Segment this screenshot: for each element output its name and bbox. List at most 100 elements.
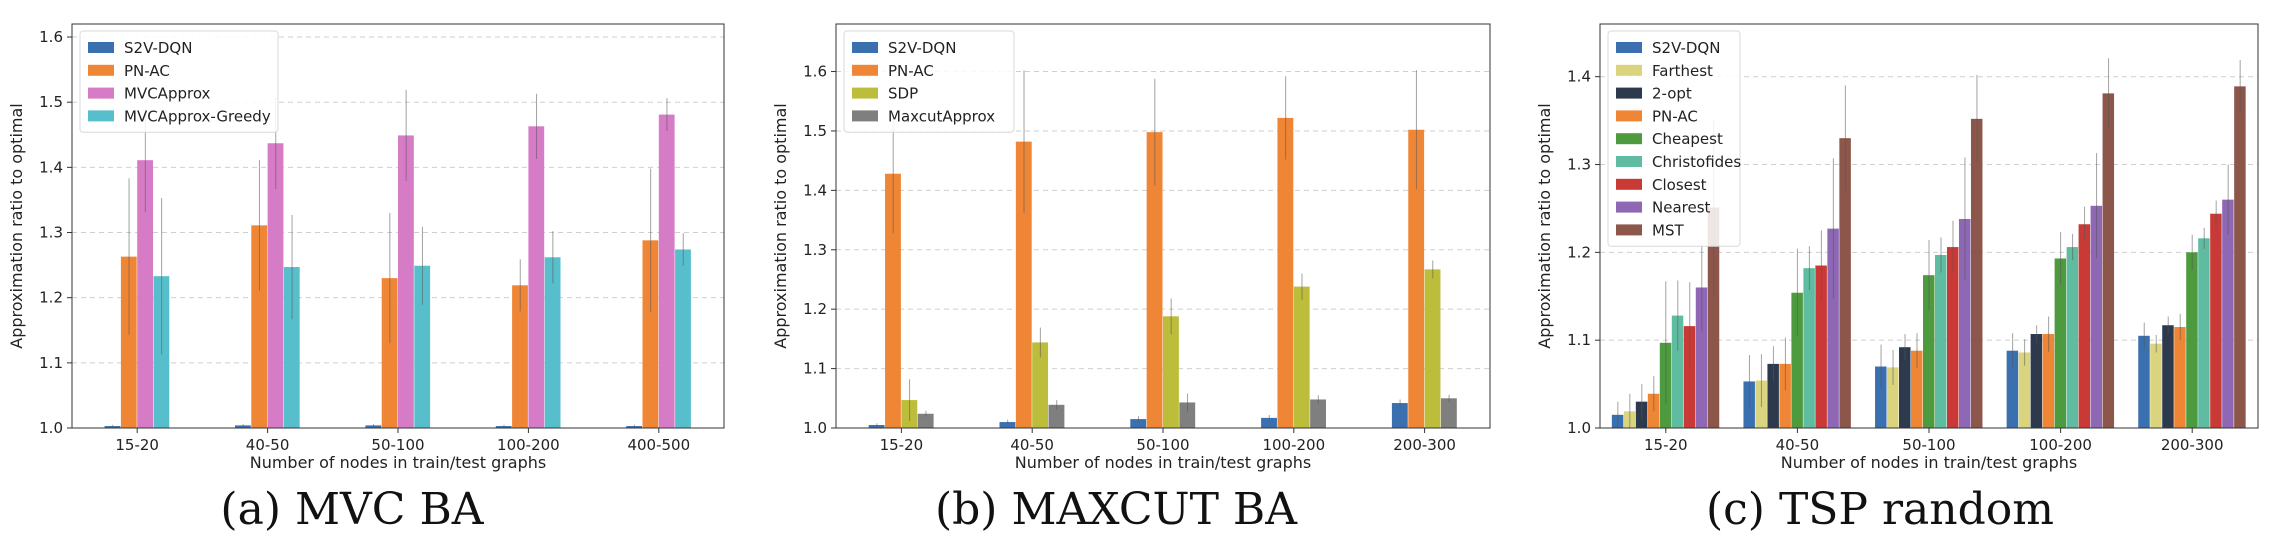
chart-panel-1: 1.0 1.1 1.2 1.3 1.4 1.5 1.6 15-20 40-50 50-100 100… xyxy=(771,23,1491,535)
bar-nearest xyxy=(2090,205,2103,428)
chart-caption: (a) MVC BA xyxy=(220,484,484,535)
x-tick-label: 100-200 xyxy=(497,436,560,454)
legend-swatch xyxy=(852,110,878,122)
bar-closest xyxy=(2078,224,2091,428)
y-tick-label: 1.2 xyxy=(803,300,827,318)
bar-sdp xyxy=(1032,342,1049,428)
bar-maxcutapprox xyxy=(1048,404,1065,428)
legend-swatch xyxy=(1616,178,1642,190)
legend-box xyxy=(843,30,1015,133)
bar-pn-ac xyxy=(1779,363,1791,428)
legend-label: MaxcutApprox xyxy=(888,107,995,125)
bar-2-opt xyxy=(1767,363,1779,428)
bar-pn-ac xyxy=(642,240,659,428)
y-tick-label: 1.3 xyxy=(39,224,63,242)
legend-label: S2V-DQN xyxy=(1652,39,1720,57)
bar-maxcutapprox xyxy=(1310,399,1326,428)
y-tick-label: 1.6 xyxy=(803,63,827,81)
y-tick-label: 1.3 xyxy=(803,241,827,259)
bar-pn-ac xyxy=(1277,117,1294,428)
bar-s2v-dqn xyxy=(1261,417,1277,428)
x-tick-label: 15-20 xyxy=(880,436,924,454)
legend-swatch xyxy=(1616,42,1642,53)
y-tick-label: 1.3 xyxy=(1567,156,1591,174)
bar-pn-ac xyxy=(2174,327,2186,428)
legend-swatch xyxy=(88,110,114,122)
y-tick-label: 1.0 xyxy=(803,419,827,437)
legend-label: MST xyxy=(1652,221,1684,239)
x-tick-label: 100-200 xyxy=(1262,436,1325,454)
plot-frame xyxy=(835,23,1491,429)
bar-s2v-dqn xyxy=(1875,366,1887,428)
legend-label: Closest xyxy=(1652,176,1707,194)
bar-pn-ac xyxy=(251,225,268,428)
legend-label: PN-AC xyxy=(888,62,934,80)
legend-swatch xyxy=(88,42,114,53)
bar-mvcapprox xyxy=(267,143,284,428)
bar-cheapest xyxy=(2186,252,2198,428)
chart-panel-2: 1.0 1.1 1.2 1.3 1.4 15-20 40-50 50-100 100-200 20… xyxy=(1535,23,2259,535)
x-tick-label: 200-300 xyxy=(1393,436,1456,454)
bar-mvcapprox-greedy xyxy=(675,249,691,428)
y-tick-label: 1.1 xyxy=(803,360,827,378)
y-tick-label: 1.6 xyxy=(39,28,63,46)
y-axis-label: Approximation ratio to optimal xyxy=(7,103,26,348)
bar-mvcapprox-greedy xyxy=(414,265,431,428)
bar-mvcapprox xyxy=(528,126,545,428)
legend-swatch xyxy=(852,64,878,76)
legend-label: 2-opt xyxy=(1652,85,1692,103)
y-tick-label: 1.2 xyxy=(39,289,63,307)
bar-pn-ac xyxy=(381,278,398,428)
bar-closest xyxy=(2210,213,2222,428)
y-tick-label: 1.0 xyxy=(39,419,63,437)
legend-swatch xyxy=(1616,133,1642,145)
x-tick-label: 40-50 xyxy=(246,436,290,454)
chart-caption: (b) MAXCUT BA xyxy=(935,484,1298,535)
bar-nearest xyxy=(1827,228,1839,428)
legend-label: Cheapest xyxy=(1652,130,1723,148)
x-tick-label: 50-100 xyxy=(1136,436,1189,454)
bar-cheapest xyxy=(1923,275,1935,428)
bar-cheapest xyxy=(2054,258,2067,428)
bar-pn-ac xyxy=(2042,334,2055,428)
legend-label: PN-AC xyxy=(1652,107,1698,125)
bar-sdp xyxy=(1163,316,1179,428)
x-tick-label: 15-20 xyxy=(1644,436,1688,454)
bar-s2v-dqn xyxy=(2006,350,2019,428)
bar-2-opt xyxy=(2162,325,2174,428)
legend-swatch xyxy=(1616,110,1642,122)
bar-closest xyxy=(1683,326,1696,428)
bar-mvcapprox xyxy=(398,135,414,428)
bar-s2v-dqn xyxy=(1391,403,1408,428)
x-tick-label: 15-20 xyxy=(115,436,159,454)
legend-swatch xyxy=(1616,201,1642,213)
y-tick-label: 1.2 xyxy=(1567,243,1591,261)
bar-closest xyxy=(1815,265,1827,428)
x-axis-label: Number of nodes in train/test graphs xyxy=(250,453,547,472)
legend-label: S2V-DQN xyxy=(124,39,192,57)
bar-nearest xyxy=(1695,287,1708,428)
bar-mvcapprox-greedy xyxy=(544,257,561,428)
legend-swatch xyxy=(1616,224,1642,236)
bar-christofides xyxy=(1803,268,1815,428)
bar-mst xyxy=(1707,207,1720,428)
legend-swatch xyxy=(1616,64,1642,76)
bar-closest xyxy=(1946,247,1959,428)
bar-nearest xyxy=(2222,199,2234,428)
legend-box xyxy=(79,30,279,133)
legend-swatch xyxy=(1616,156,1642,167)
x-tick-label: 400-500 xyxy=(627,436,690,454)
y-tick-label: 1.5 xyxy=(39,93,63,111)
bar-farthest xyxy=(1887,367,1899,428)
bar-maxcutapprox xyxy=(1179,402,1196,428)
bar-s2v-dqn xyxy=(1130,419,1147,428)
bar-s2v-dqn xyxy=(2138,335,2150,428)
bar-2-opt xyxy=(2030,334,2043,428)
y-tick-label: 1.4 xyxy=(39,158,63,176)
legend-label: MVCApprox xyxy=(124,85,211,103)
legend-swatch xyxy=(852,42,878,53)
legend-swatch xyxy=(1616,87,1642,99)
x-tick-label: 40-50 xyxy=(1010,436,1054,454)
legend-label: Christofides xyxy=(1652,153,1741,171)
legend-swatch xyxy=(852,87,878,99)
